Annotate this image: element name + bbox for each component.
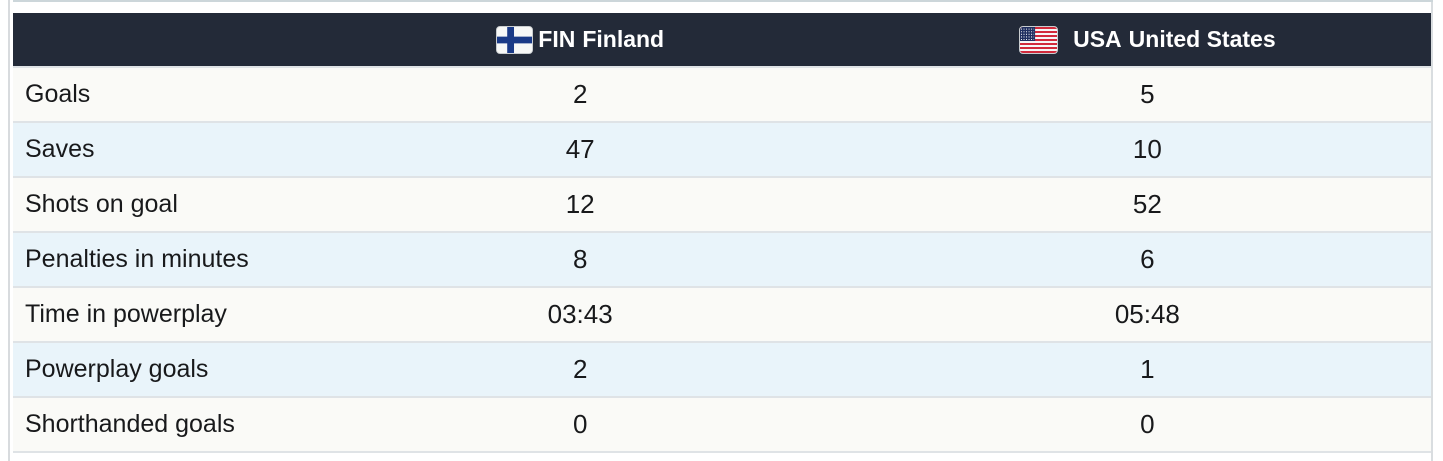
stat-value-fin: 03:43 xyxy=(547,299,613,329)
stats-row-shots-on-goal: Shots on goal 12 52 xyxy=(13,178,1431,233)
stat-value-usa: 6 xyxy=(1140,244,1155,274)
match-stats-table: FIN Finland xyxy=(13,13,1431,453)
stat-value-fin: 12 xyxy=(565,189,595,219)
team-code: FIN xyxy=(538,26,576,52)
team-code: USA xyxy=(1073,26,1122,52)
stats-row-goals: Goals 2 5 xyxy=(13,68,1431,123)
stat-label: Saves xyxy=(25,135,95,163)
stat-value-fin: 47 xyxy=(565,134,595,164)
stats-row-powerplay-goals: Powerplay goals 2 1 xyxy=(13,343,1431,398)
stats-header-spacer xyxy=(13,13,297,66)
stat-label: Time in powerplay xyxy=(25,300,227,328)
page-left-border xyxy=(8,0,10,461)
stat-value-usa: 52 xyxy=(1132,189,1162,219)
team-header-finland: FIN Finland xyxy=(297,13,864,66)
stat-label: Powerplay goals xyxy=(25,355,209,383)
team-name: Finland xyxy=(582,26,665,52)
top-divider xyxy=(13,0,1433,2)
stat-value-fin: 0 xyxy=(572,409,588,439)
stat-label: Goals xyxy=(25,80,91,108)
team-name: United States xyxy=(1128,26,1276,52)
stat-value-usa: 05:48 xyxy=(1114,299,1180,329)
stat-value-fin: 2 xyxy=(572,354,588,384)
stats-header-row: FIN Finland xyxy=(13,13,1431,68)
stat-value-usa: 0 xyxy=(1140,409,1155,439)
stat-value-fin: 8 xyxy=(572,244,588,274)
stat-value-usa: 10 xyxy=(1132,134,1162,164)
stats-row-time-in-powerplay: Time in powerplay 03:43 05:48 xyxy=(13,288,1431,343)
stat-value-usa: 1 xyxy=(1140,354,1155,384)
stats-row-shorthanded-goals: Shorthanded goals 0 0 xyxy=(13,398,1431,453)
stat-value-usa: 5 xyxy=(1140,79,1155,109)
stats-row-saves: Saves 47 10 xyxy=(13,123,1431,178)
finland-flag-icon xyxy=(496,25,534,54)
page-right-border xyxy=(1431,0,1433,461)
stat-label: Shorthanded goals xyxy=(25,410,235,438)
stats-row-penalties-in-minutes: Penalties in minutes 8 6 xyxy=(13,233,1431,288)
stat-label: Penalties in minutes xyxy=(25,245,249,273)
stat-label: Shots on goal xyxy=(25,190,178,218)
usa-flag-icon xyxy=(1019,25,1059,54)
stat-value-fin: 2 xyxy=(572,79,588,109)
team-header-usa: USA United States xyxy=(864,13,1431,66)
